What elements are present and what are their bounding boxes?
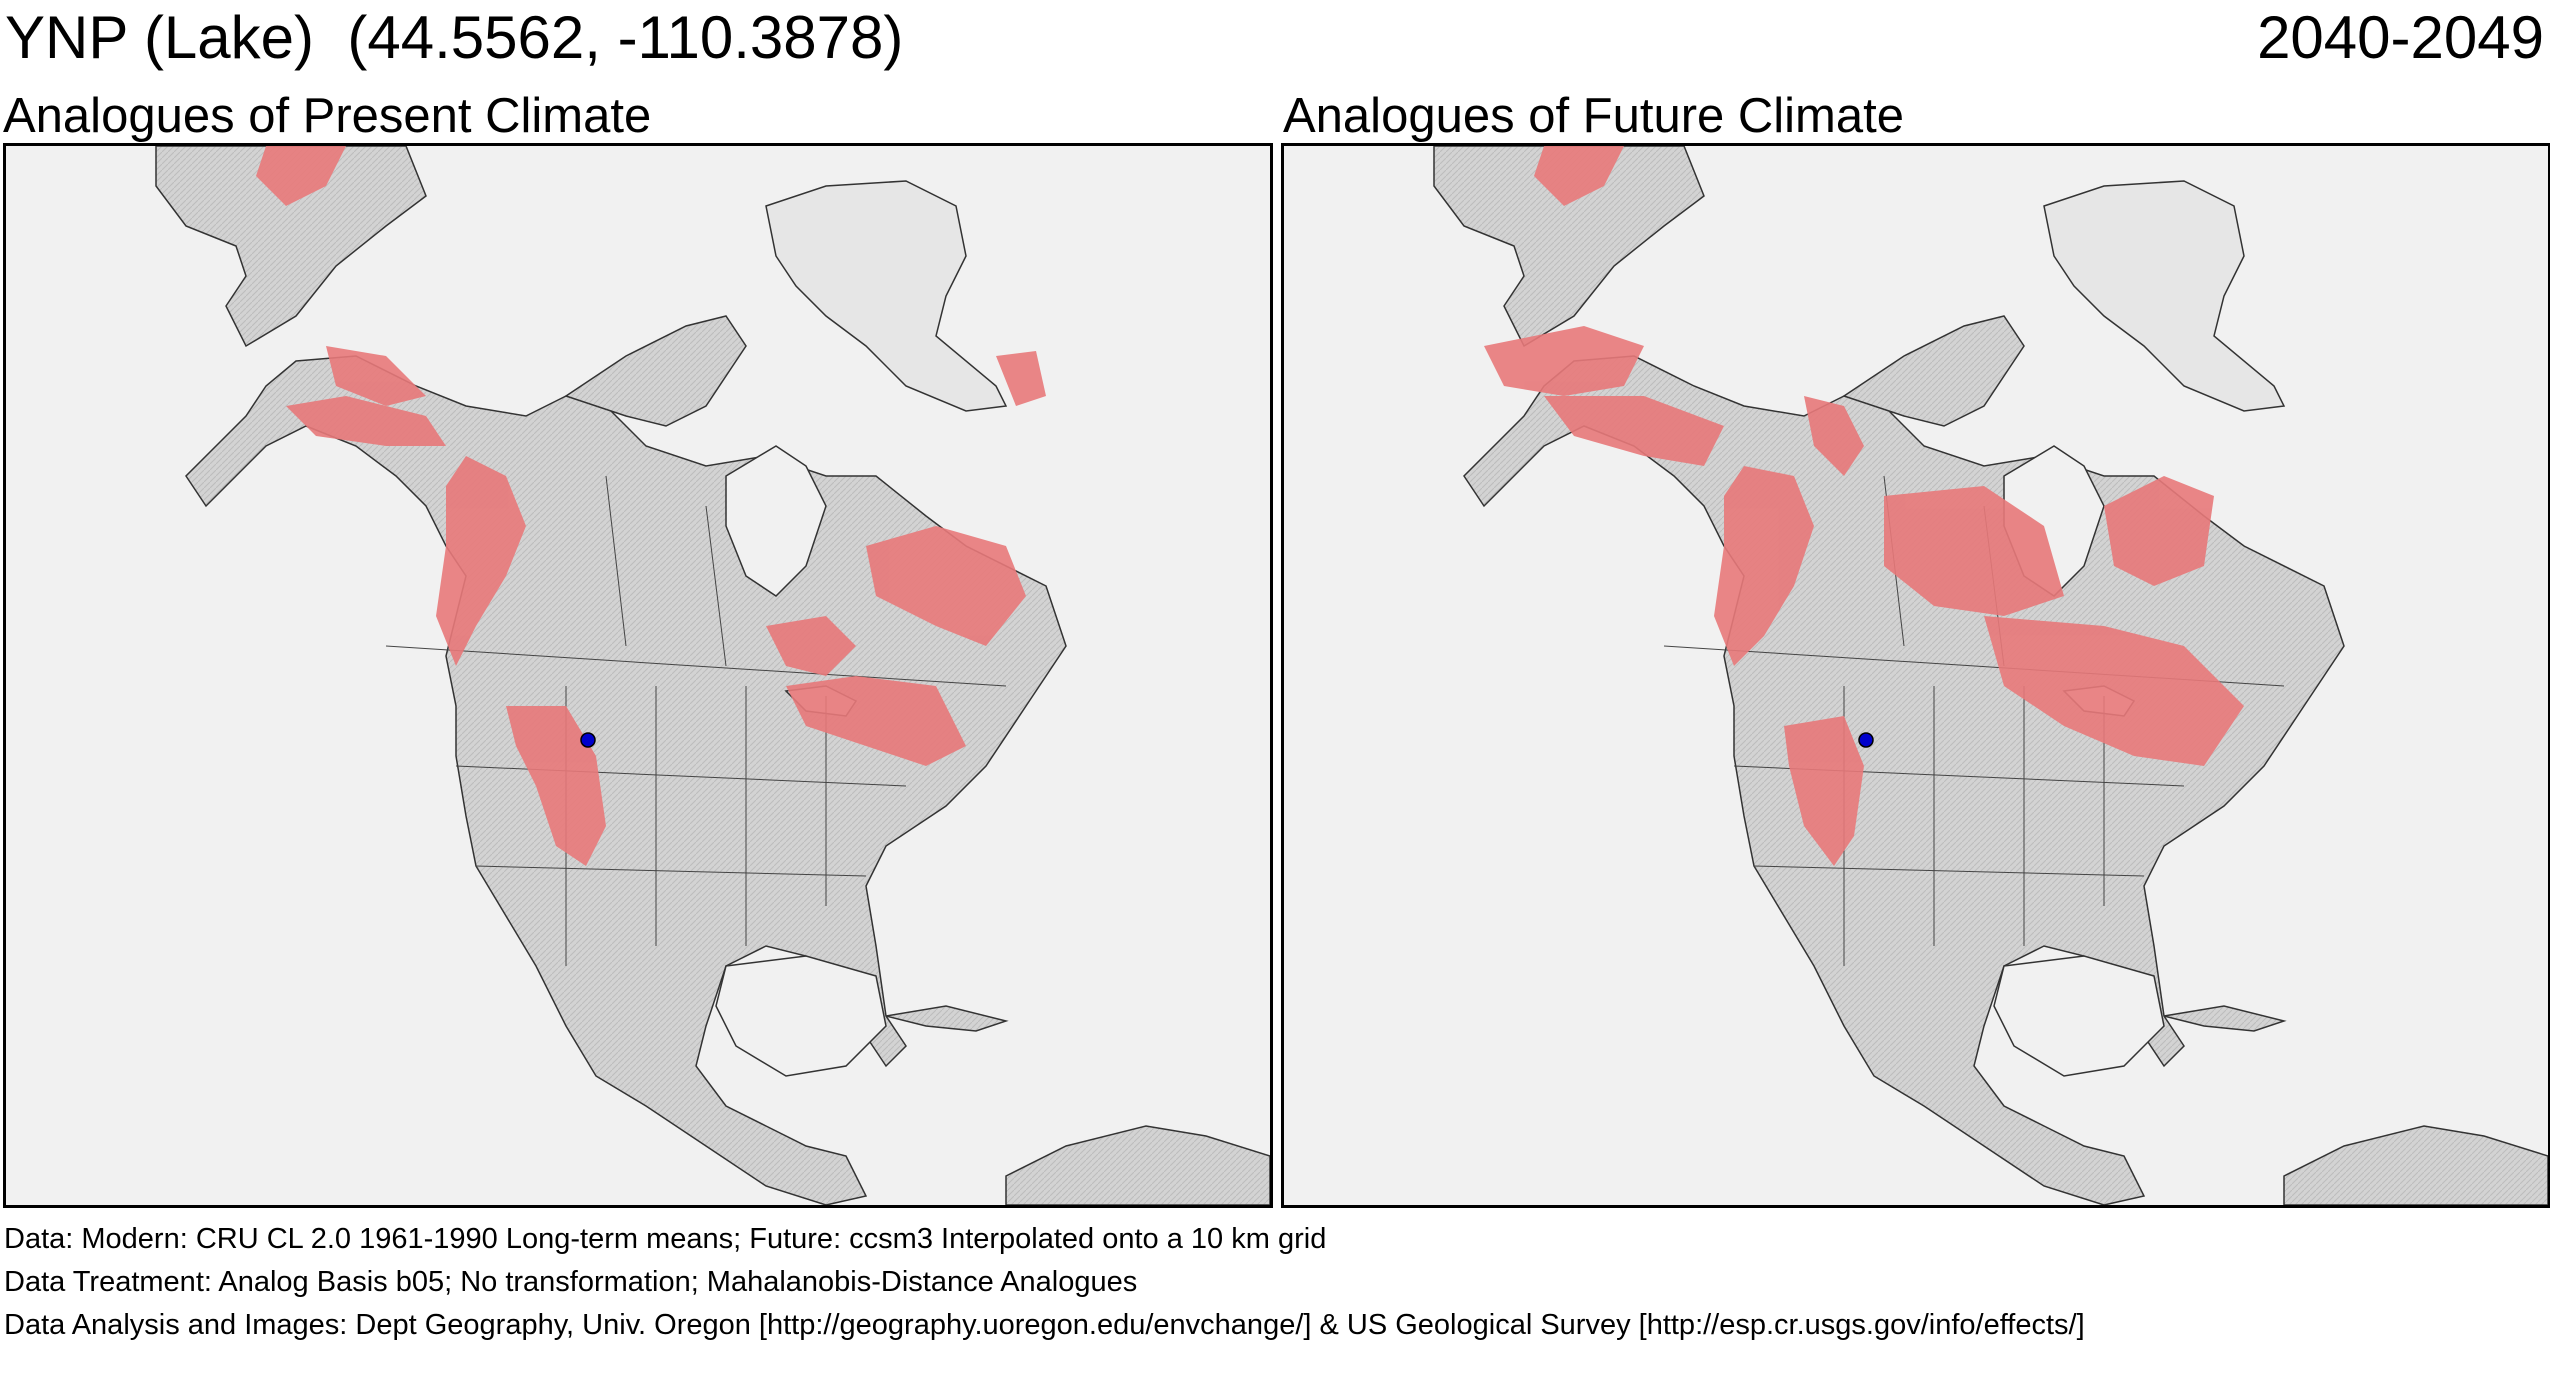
present-climate-map	[3, 143, 1273, 1208]
site-title: YNP (Lake) (44.5562, -110.3878)	[5, 4, 904, 71]
hudson-bay	[725, 445, 827, 597]
footer-data-line: Data: Modern: CRU CL 2.0 1961-1990 Long-…	[4, 1223, 1327, 1255]
south-america	[2283, 1125, 2548, 1205]
greenland	[2043, 180, 2286, 412]
present-land	[155, 146, 1270, 1205]
present-analogues	[256, 146, 1046, 866]
present-panel-title: Analogues of Present Climate	[3, 89, 652, 143]
period-label: 2040-2049	[2257, 4, 2544, 71]
footer-analysis-line: Data Analysis and Images: Dept Geography…	[4, 1309, 2085, 1341]
site-marker	[1858, 732, 1874, 748]
gulf-of-mexico	[1993, 955, 2165, 1077]
south-america	[1005, 1125, 1270, 1205]
gulf-of-mexico	[715, 955, 887, 1077]
site-marker	[580, 732, 596, 748]
footer-treatment-line: Data Treatment: Analog Basis b05; No tra…	[4, 1266, 1138, 1298]
north-america	[1463, 355, 2345, 1205]
caribbean-islands	[885, 1005, 1009, 1032]
future-land	[1433, 146, 2548, 1205]
north-america	[185, 355, 1067, 1205]
caribbean-islands	[2163, 1005, 2287, 1032]
present-map-svg	[155, 146, 1270, 1205]
future-climate-map	[1281, 143, 2550, 1208]
canadian-archipelago	[564, 315, 747, 427]
future-map-svg	[1433, 146, 2548, 1205]
siberia	[155, 146, 427, 348]
future-analogues	[1484, 146, 2244, 866]
greenland	[765, 180, 1008, 412]
canadian-archipelago	[1842, 315, 2025, 427]
future-panel-title: Analogues of Future Climate	[1283, 89, 1904, 143]
